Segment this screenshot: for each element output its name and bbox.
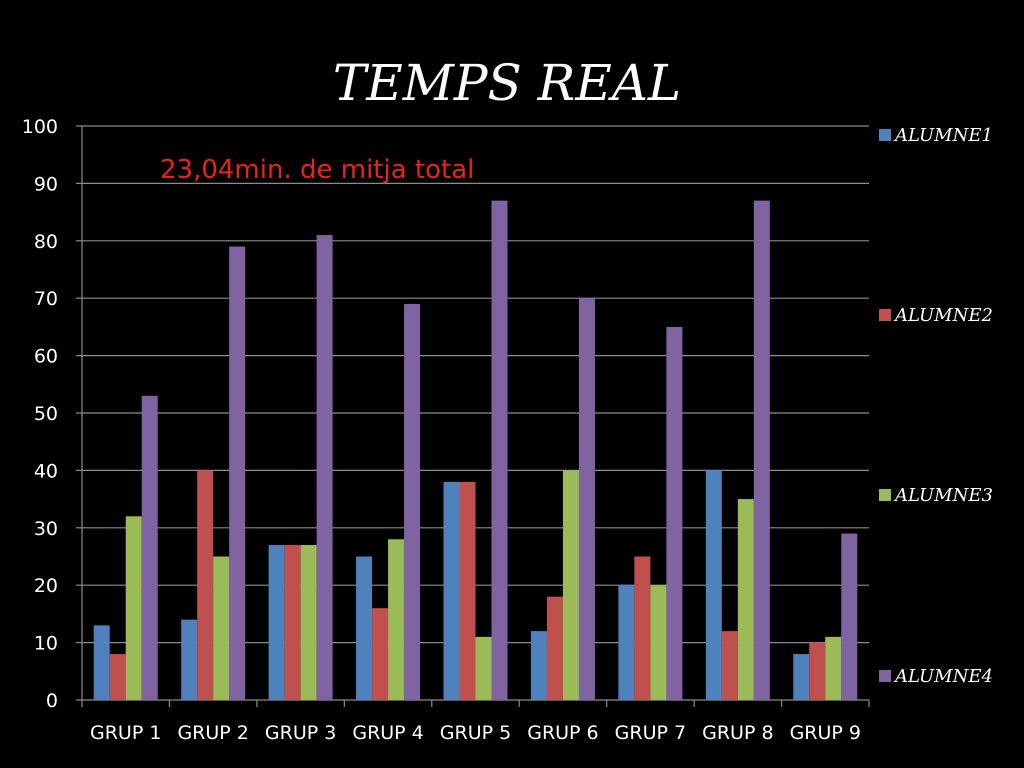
- bar-alumne3-grup-4: [388, 539, 405, 700]
- bar-alumne2-grup-9: [809, 642, 826, 700]
- bar-alumne4-grup-3: [316, 235, 333, 700]
- bar-alumne4-grup-8: [753, 200, 770, 700]
- bar-alumne2-grup-8: [721, 631, 738, 700]
- bar-alumne3-grup-9: [825, 636, 842, 700]
- y-tick-label: 90: [34, 173, 58, 195]
- chart-title: TEMPS REAL: [333, 54, 681, 112]
- y-tick-label: 40: [34, 460, 58, 482]
- y-tick-label: 100: [22, 116, 58, 138]
- legend-swatch-alumne2: [879, 309, 891, 321]
- bar-alumne4-grup-6: [578, 298, 595, 700]
- bar-alumne3-grup-3: [300, 545, 317, 700]
- bar-alumne4-grup-5: [491, 200, 508, 700]
- bar-alumne2-grup-4: [372, 608, 389, 700]
- y-tick-label: 80: [34, 231, 58, 253]
- legend-swatch-alumne1: [879, 129, 891, 141]
- x-tick-label: GRUP 4: [352, 722, 423, 744]
- bar-alumne1-grup-1: [93, 625, 110, 700]
- legend: ALUMNE1 ALUMNE2 ALUMNE3 ALUMNE4: [879, 125, 993, 687]
- bar-alumne3-grup-7: [650, 585, 667, 700]
- bar-alumne2-grup-1: [109, 654, 126, 700]
- legend-label-alumne1: ALUMNE1: [893, 125, 993, 146]
- bar-alumne2-grup-5: [459, 481, 476, 700]
- bar-alumne1-grup-6: [530, 631, 547, 700]
- y-tick-label: 20: [34, 575, 58, 597]
- x-tick-label: GRUP 5: [440, 722, 511, 744]
- bar-alumne2-grup-2: [197, 470, 214, 700]
- bar-alumne1-grup-9: [793, 654, 810, 700]
- x-tick-label: GRUP 1: [90, 722, 161, 744]
- y-tick-label: 60: [34, 346, 58, 368]
- bar-alumne4-grup-4: [404, 303, 421, 700]
- bar-alumne1-grup-2: [181, 619, 198, 700]
- chart-annotation: 23,04min. de mitja total: [160, 155, 474, 185]
- legend-label-alumne4: ALUMNE4: [893, 666, 993, 687]
- y-tick-label: 50: [34, 403, 58, 425]
- x-tick-label: GRUP 2: [177, 722, 248, 744]
- bar-alumne1-grup-4: [356, 556, 373, 700]
- bar-alumne1-grup-7: [618, 585, 635, 700]
- bar-alumne1-grup-5: [443, 481, 460, 700]
- bars: [93, 200, 858, 701]
- legend-label-alumne2: ALUMNE2: [893, 305, 993, 326]
- x-tick-label: GRUP 8: [702, 722, 773, 744]
- bar-alumne1-grup-3: [268, 545, 285, 700]
- legend-swatch-alumne4: [879, 670, 891, 682]
- bar-alumne4-grup-1: [141, 395, 158, 700]
- x-tick-label: GRUP 3: [265, 722, 336, 744]
- bar-alumne2-grup-7: [634, 556, 651, 700]
- y-tick-label: 70: [34, 288, 58, 310]
- bar-alumne3-grup-5: [475, 636, 492, 700]
- axis-labels: 0 10 20 30 40 50 60 70 80 90 100 GRUP 1 GRUP 2 GRUP 3…: [22, 116, 861, 744]
- bar-alumne4-grup-2: [229, 246, 246, 701]
- bar-alumne3-grup-8: [737, 499, 754, 700]
- bar-alumne3-grup-1: [125, 516, 142, 700]
- y-tick-label: 10: [34, 633, 58, 655]
- y-tick-label: 30: [34, 518, 58, 540]
- x-tick-label: GRUP 6: [527, 722, 598, 744]
- bar-alumne1-grup-8: [705, 470, 722, 700]
- x-tick-label: GRUP 7: [615, 722, 686, 744]
- bar-alumne4-grup-7: [666, 326, 683, 700]
- legend-label-alumne3: ALUMNE3: [893, 485, 993, 506]
- bar-alumne2-grup-3: [284, 545, 301, 700]
- bar-alumne3-grup-2: [213, 556, 230, 700]
- x-tick-label: GRUP 9: [790, 722, 861, 744]
- legend-swatch-alumne3: [879, 489, 891, 501]
- bar-alumne3-grup-6: [562, 470, 579, 700]
- y-tick-label: 0: [46, 690, 58, 712]
- bar-alumne4-grup-9: [841, 533, 858, 700]
- bar-alumne2-grup-6: [546, 596, 563, 700]
